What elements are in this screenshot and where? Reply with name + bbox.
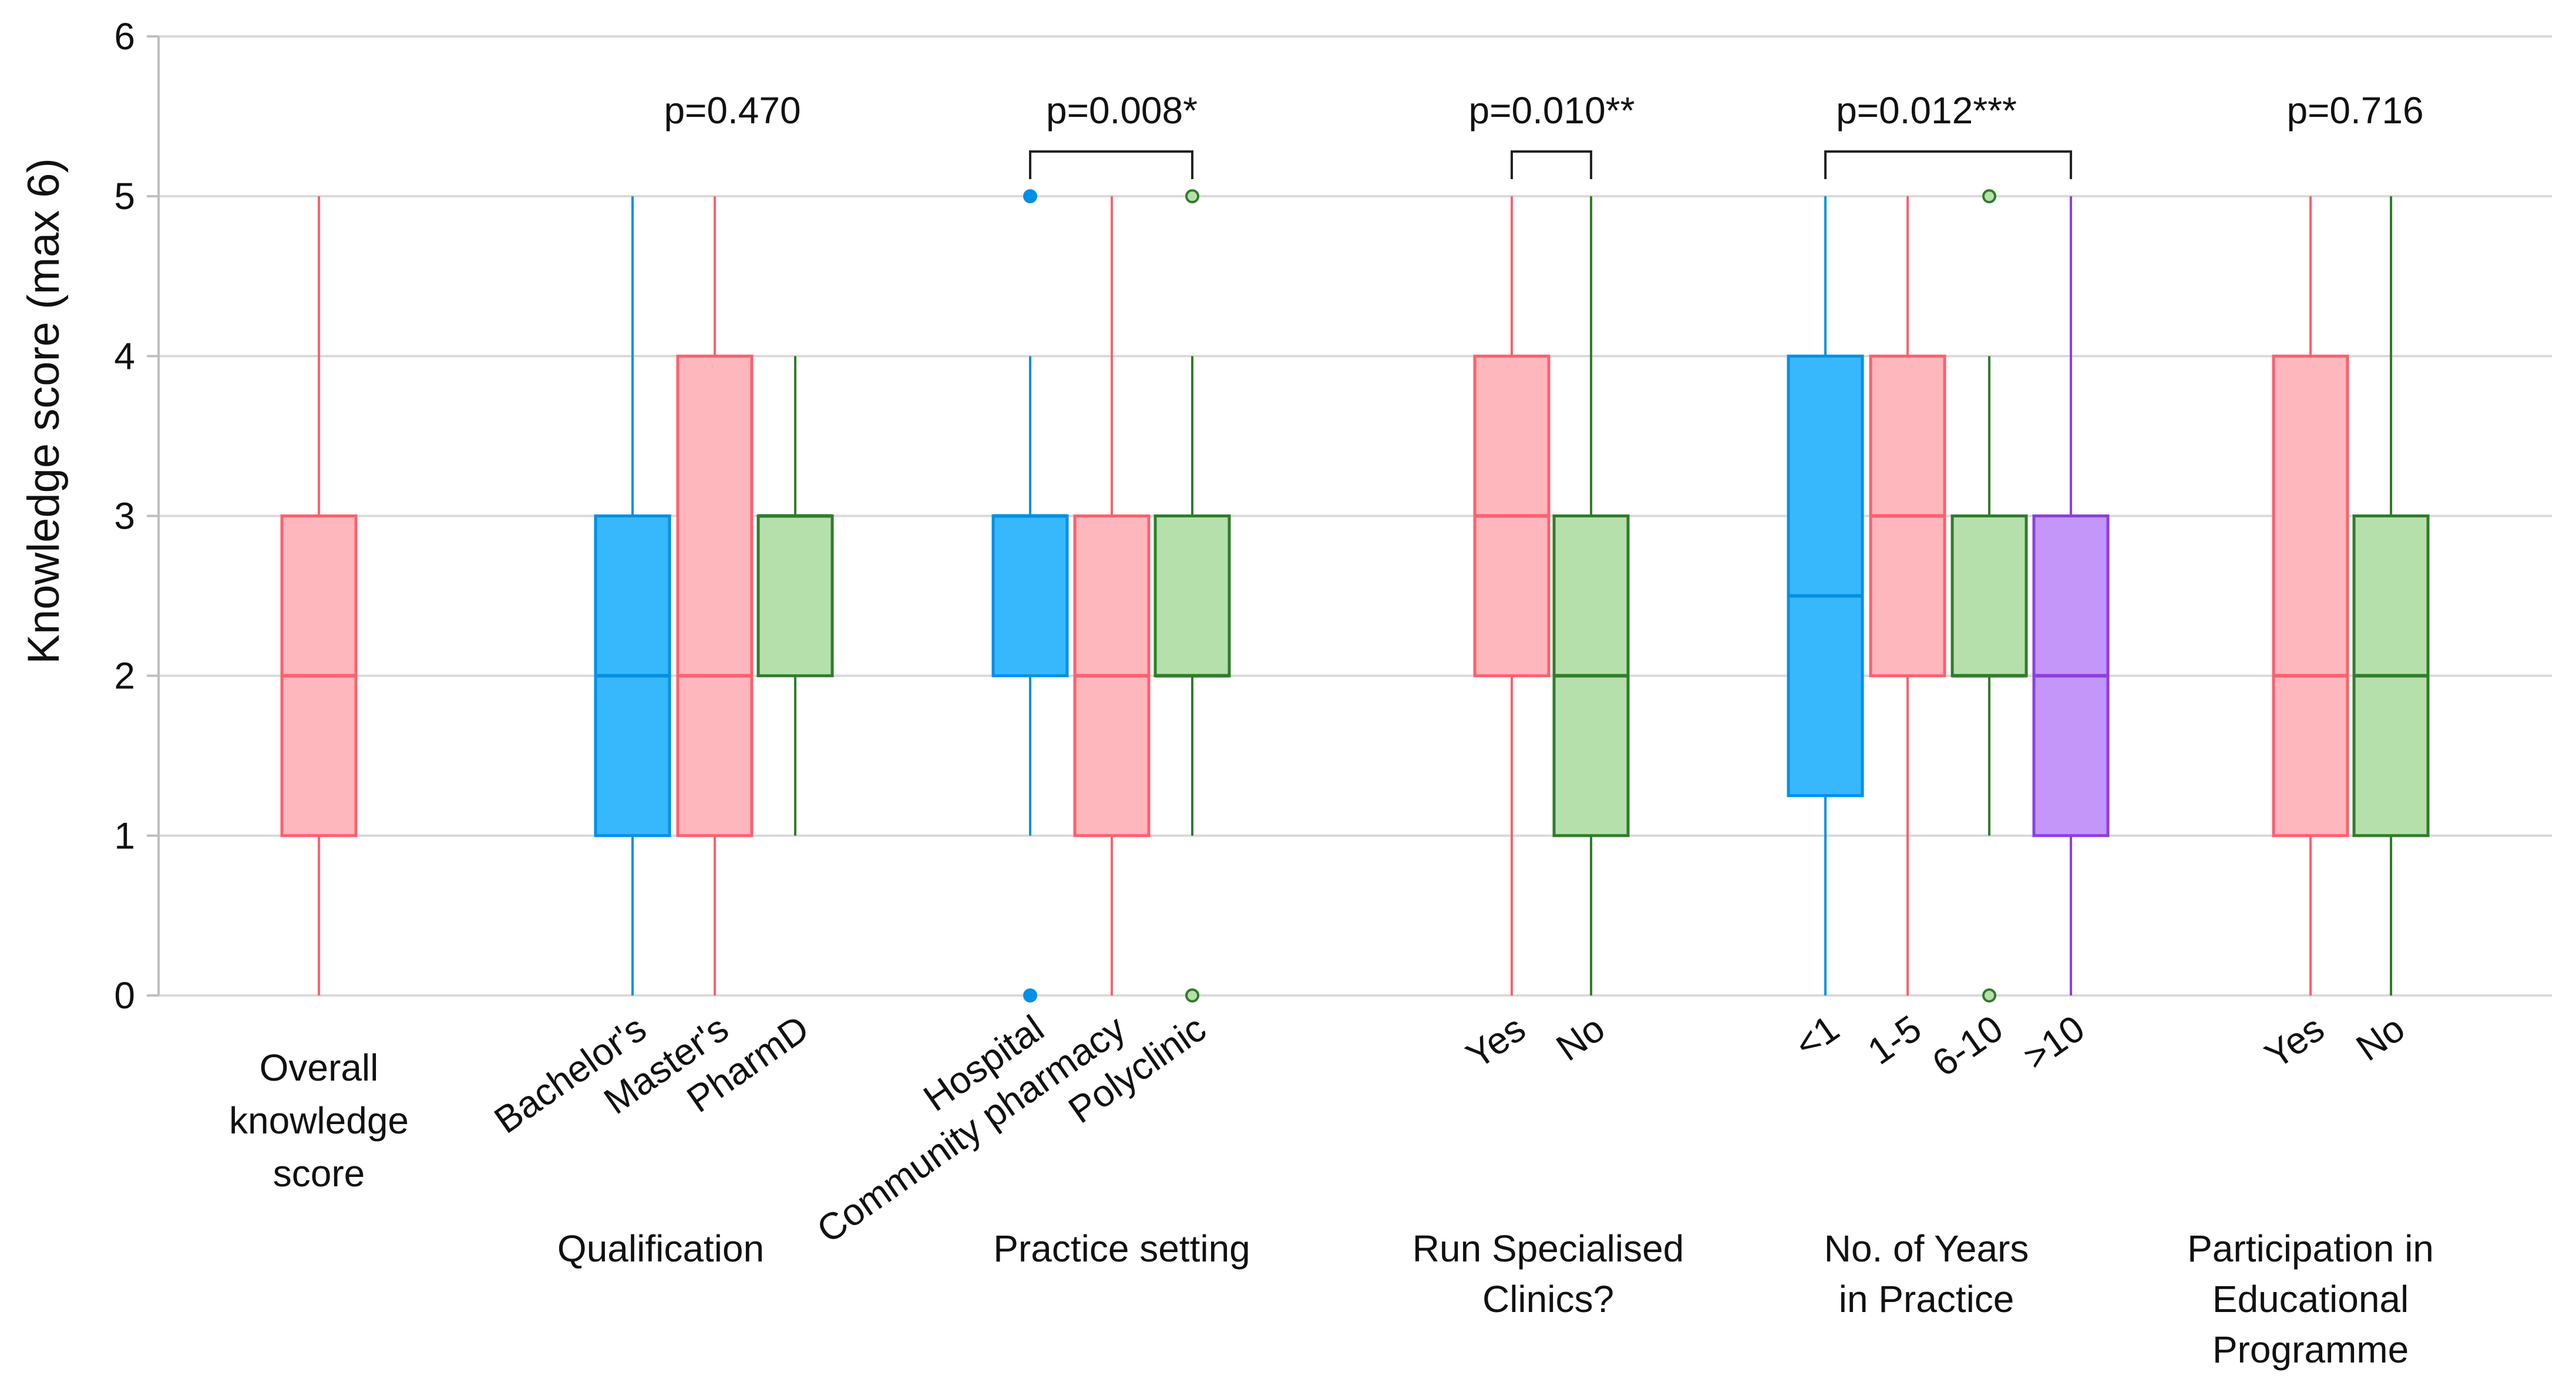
group-title-1: Qualification xyxy=(557,1227,764,1270)
box-iqr-pharmd xyxy=(756,514,834,678)
significance-bracket-3 xyxy=(1511,150,1592,179)
box-hospital xyxy=(991,189,1069,1003)
outlier-hospital-0 xyxy=(1023,988,1037,1003)
box-bachelors xyxy=(594,196,671,995)
y-axis-label: Knowledge score (max 6) xyxy=(19,158,69,664)
outlier-years-6-10-0 xyxy=(1982,988,1996,1003)
box-years-1-5 xyxy=(1869,196,1946,995)
box-pharmd xyxy=(756,356,834,836)
tick-label-years-1-5: 1-5 xyxy=(1860,1007,1929,1072)
y-tick-label-5: 5 xyxy=(114,175,135,217)
outlier-polyclinic-0 xyxy=(1185,988,1199,1003)
tick-label-years-6-10: 6-10 xyxy=(1925,1007,2010,1084)
box-years-gt10 xyxy=(2032,196,2110,995)
y-axis: 0 1 2 3 4 5 6 xyxy=(114,15,160,1017)
box-years-lt1 xyxy=(1787,196,1864,995)
box-edu-no xyxy=(2352,196,2430,995)
box-masters xyxy=(676,196,754,995)
box-iqr-years-lt1 xyxy=(1787,354,1864,798)
box-iqr-hospital xyxy=(991,514,1069,678)
significance-bracket-2 xyxy=(1029,150,1193,179)
group-title-4: No. of Years in Practice xyxy=(1824,1227,2029,1320)
y-tick-label-6: 6 xyxy=(114,15,135,58)
y-tick-label-3: 3 xyxy=(114,495,135,537)
tick-label-edu-no: No xyxy=(2349,1007,2412,1069)
p-value-4: p=0.012*** xyxy=(1836,89,2017,132)
group-title-2: Practice setting xyxy=(993,1227,1250,1270)
y-tick-label-1: 1 xyxy=(114,815,135,857)
gridlines xyxy=(159,35,2552,997)
tick-label-clinics-no: No xyxy=(1549,1007,1612,1069)
box-clinics-no xyxy=(1552,196,1630,995)
p-value-5: p=0.716 xyxy=(2286,89,2423,132)
p-value-3: p=0.010** xyxy=(1469,89,1635,132)
box-edu-yes xyxy=(2272,196,2349,995)
outlier-years-6-10-1 xyxy=(1982,189,1996,204)
y-tick-label-0: 0 xyxy=(114,974,135,1017)
y-tick-label-4: 4 xyxy=(114,335,135,377)
boxes xyxy=(280,189,2430,1003)
p-value-2: p=0.008* xyxy=(1046,89,1198,132)
box-iqr-polyclinic xyxy=(1154,514,1231,678)
group-title-3: Run Specialised Clinics? xyxy=(1413,1227,1684,1320)
group-title-5: Participation in Educational Programme xyxy=(2187,1227,2434,1371)
tick-label-edu-yes: Yes xyxy=(2257,1007,2332,1076)
tick-label-overall: Overall knowledge score xyxy=(229,1047,409,1195)
box-polyclinic xyxy=(1154,189,1231,1003)
box-years-6-10 xyxy=(1951,189,2028,1003)
box-iqr-edu-yes xyxy=(2272,354,2349,837)
y-tick-label-2: 2 xyxy=(114,655,135,697)
outlier-polyclinic-1 xyxy=(1185,189,1199,204)
box-clinics-yes xyxy=(1473,196,1551,995)
box-iqr-years-6-10 xyxy=(1951,514,2028,678)
outlier-hospital-1 xyxy=(1023,189,1037,204)
tick-label-years-gt10: >10 xyxy=(2016,1007,2092,1078)
p-value-1: p=0.470 xyxy=(664,89,801,132)
box-community-pharmacy xyxy=(1073,196,1151,995)
box-iqr-masters xyxy=(676,354,754,837)
box-overall xyxy=(280,196,358,995)
tick-label-clinics-yes: Yes xyxy=(1458,1007,1533,1076)
tick-label-years-lt1: <1 xyxy=(1787,1007,1847,1066)
significance-bracket-4 xyxy=(1824,150,2072,179)
